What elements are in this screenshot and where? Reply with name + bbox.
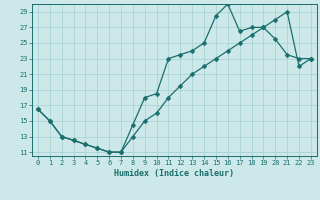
X-axis label: Humidex (Indice chaleur): Humidex (Indice chaleur) <box>115 169 234 178</box>
